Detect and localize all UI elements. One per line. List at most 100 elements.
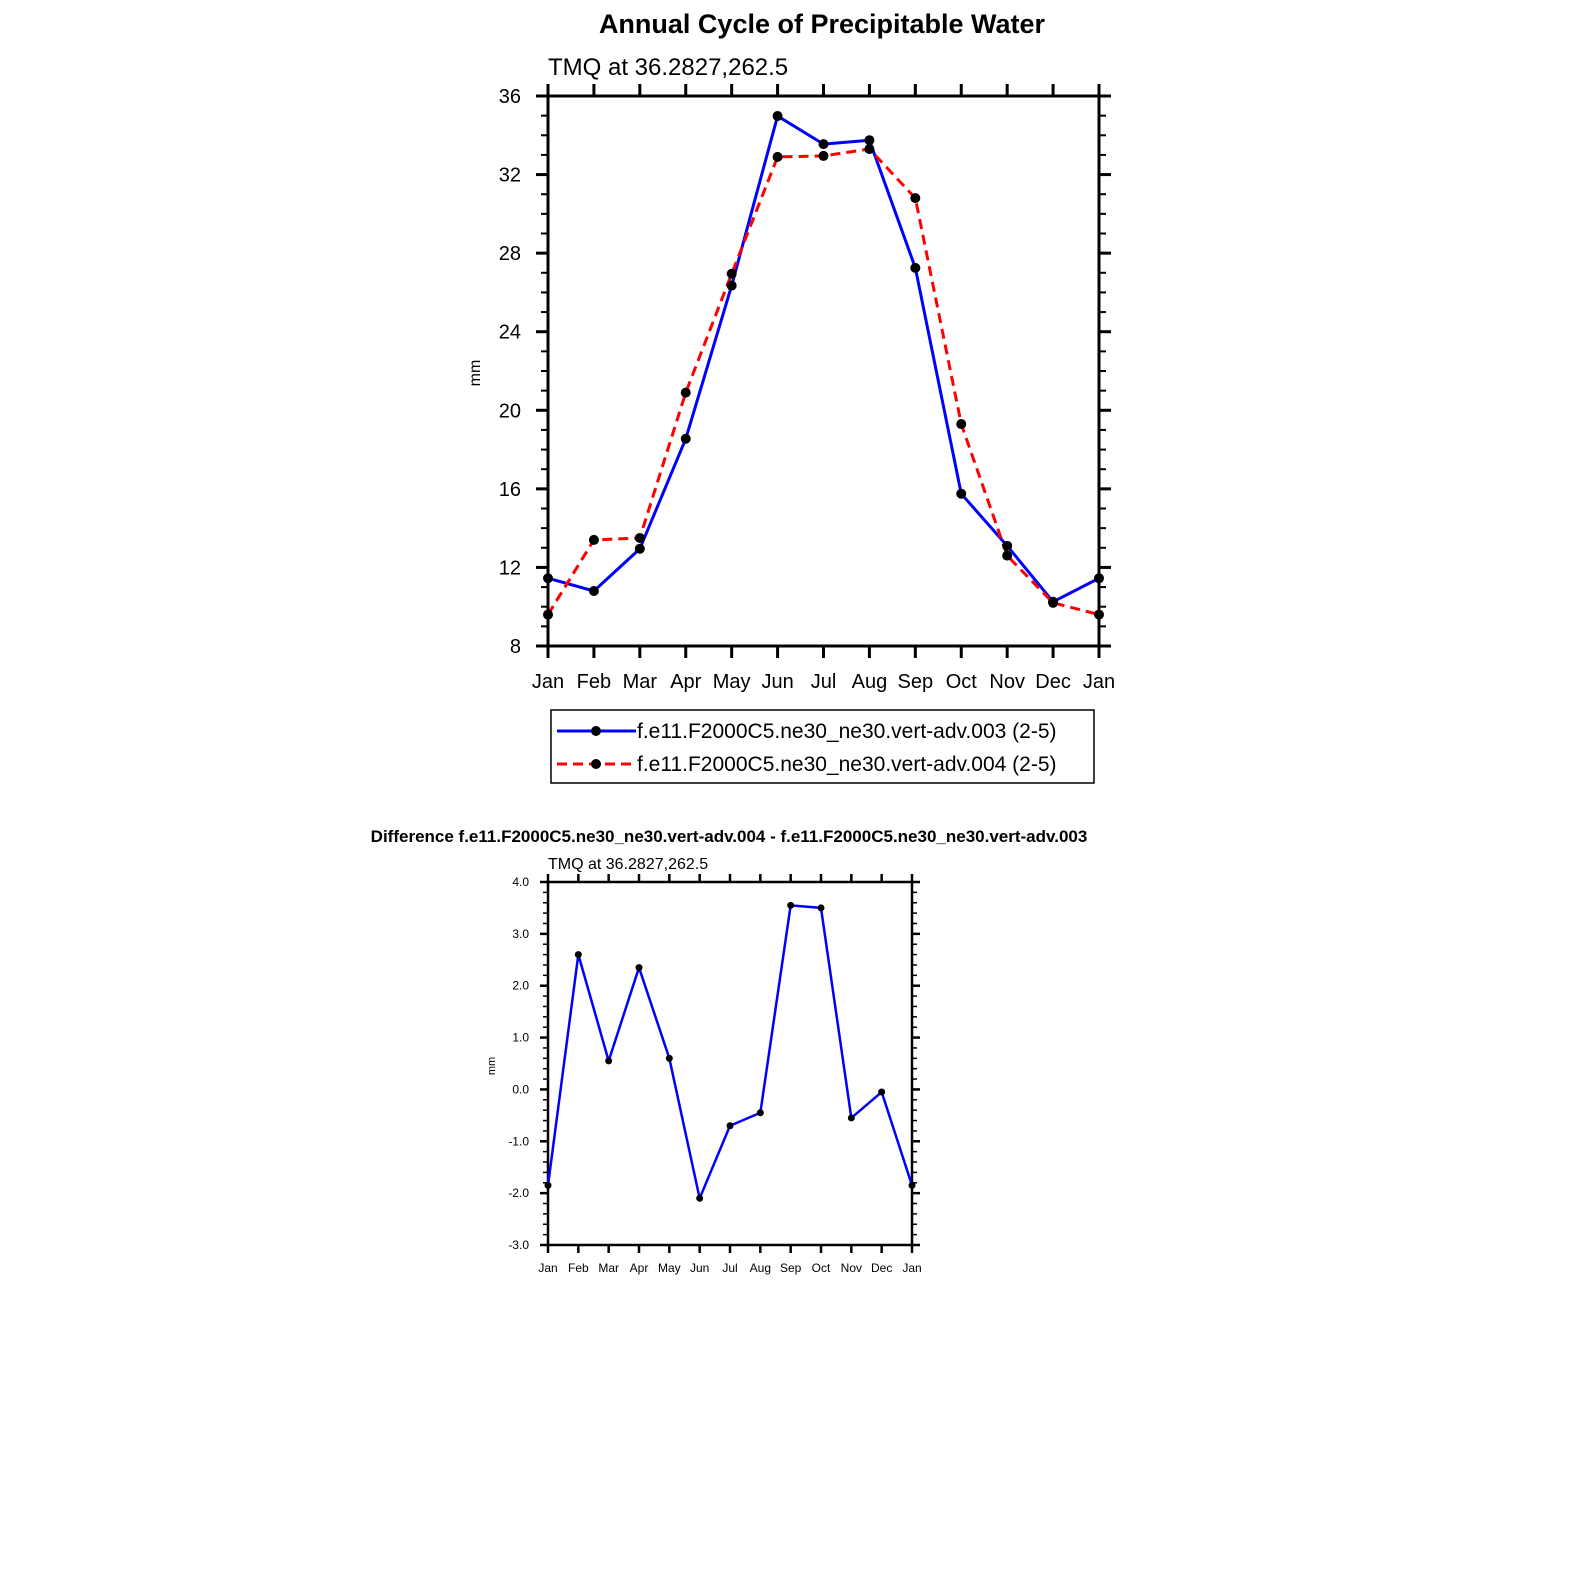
series-1-point bbox=[634, 543, 645, 554]
x-tick-label: Apr bbox=[670, 671, 701, 693]
diff-y-tick-label: 3.0 bbox=[512, 927, 529, 941]
y-tick-label: 16 bbox=[499, 479, 521, 501]
difference-subtitle: TMQ at 36.2827,262.5 bbox=[548, 856, 708, 873]
y-tick-label: 12 bbox=[499, 557, 521, 579]
x-tick-label: Jan bbox=[1083, 671, 1115, 693]
x-tick-label: Mar bbox=[623, 671, 658, 693]
y-tick-label: 28 bbox=[499, 243, 521, 265]
series-1-point bbox=[864, 135, 875, 146]
diff-x-tick-label: Jun bbox=[690, 1261, 709, 1275]
series-2-point bbox=[1094, 609, 1104, 620]
series-2-point bbox=[864, 144, 875, 155]
series-line-1 bbox=[547, 114, 1100, 604]
diff-series-1-point bbox=[908, 1181, 916, 1189]
x-tick-label: Feb bbox=[577, 671, 611, 693]
series-1-point bbox=[772, 111, 783, 122]
annual-cycle-chart: Annual Cycle of Precipitable Water TMQ a… bbox=[467, 9, 1115, 784]
series-1-point bbox=[543, 573, 553, 584]
diff-x-tick-label: Aug bbox=[750, 1261, 771, 1275]
series-1-point bbox=[680, 433, 691, 444]
legend: f.e11.F2000C5.ne30_ne30.vert-adv.003 (2-… bbox=[550, 709, 1095, 784]
legend-marker-series-2 bbox=[591, 759, 601, 769]
series-2-point bbox=[588, 534, 599, 545]
diff-x-tick-label: Dec bbox=[871, 1261, 892, 1275]
diff-series-1-point bbox=[605, 1057, 613, 1065]
legend-box bbox=[550, 709, 1095, 784]
diff-x-tick-label: Mar bbox=[598, 1261, 619, 1275]
diff-y-tick-label: 4.0 bbox=[512, 875, 529, 889]
series-1-point bbox=[588, 586, 599, 596]
legend-marker-series-1 bbox=[591, 726, 601, 736]
y-tick-label: 36 bbox=[499, 86, 521, 108]
y-tick-label: 20 bbox=[499, 400, 521, 422]
y-tick-label: 32 bbox=[499, 165, 521, 187]
diff-x-tick-label: Jul bbox=[722, 1261, 737, 1275]
x-tick-label: Jun bbox=[761, 671, 793, 693]
y-tick-label: 8 bbox=[510, 636, 521, 658]
series-1-point bbox=[726, 280, 737, 291]
difference-title: Difference f.e11.F2000C5.ne30_ne30.vert-… bbox=[371, 827, 1088, 846]
x-tick-label: Aug bbox=[852, 671, 888, 693]
diff-series-1-point bbox=[817, 904, 825, 912]
y-tick-label: 24 bbox=[499, 322, 521, 344]
y-axis-label: mm bbox=[467, 360, 484, 387]
chart-title: Annual Cycle of Precipitable Water bbox=[599, 9, 1046, 39]
series-2-point bbox=[543, 609, 553, 620]
x-tick-label: Oct bbox=[946, 671, 978, 693]
diff-y-tick-label: -2.0 bbox=[508, 1186, 529, 1200]
diff-y-tick-label: 2.0 bbox=[512, 979, 529, 993]
x-tick-label: Jul bbox=[811, 671, 837, 693]
legend-label-series-2: f.e11.F2000C5.ne30_ne30.vert-adv.004 (2-… bbox=[637, 753, 1057, 776]
plot-area: Jan Feb Mar Apr May Jun Jul Aug Sep Oct Nov Dec Jan 8… bbox=[499, 84, 1115, 693]
series-2-point bbox=[1002, 550, 1013, 561]
diff-series-1-point bbox=[756, 1109, 764, 1117]
diff-series-1-point bbox=[665, 1054, 673, 1062]
difference-y-axis-label: mm bbox=[486, 1057, 498, 1075]
series-1-point bbox=[910, 262, 921, 273]
series-2-point bbox=[956, 419, 967, 430]
diff-x-tick-label: Feb bbox=[568, 1261, 589, 1275]
legend-label-series-1: f.e11.F2000C5.ne30_ne30.vert-adv.003 (2-… bbox=[637, 720, 1057, 743]
series-2-point bbox=[772, 151, 783, 162]
series-2-point bbox=[634, 532, 645, 543]
diff-x-tick-label: Oct bbox=[812, 1261, 831, 1275]
diff-series-1-point bbox=[574, 951, 582, 959]
diff-series-1-point bbox=[544, 1181, 552, 1189]
diff-series-1-point bbox=[847, 1114, 855, 1122]
diff-y-tick-label: -1.0 bbox=[508, 1134, 529, 1148]
series-1-point bbox=[1094, 573, 1104, 584]
series-1-point bbox=[818, 139, 829, 150]
series-2-point bbox=[1048, 597, 1059, 608]
diff-series-1-point bbox=[635, 964, 643, 972]
series-line-2 bbox=[546, 147, 1100, 617]
diff-y-tick-label: 1.0 bbox=[512, 1031, 529, 1045]
series-2-point bbox=[910, 193, 921, 204]
diff-x-tick-label: May bbox=[658, 1261, 681, 1275]
series-2-point bbox=[818, 150, 829, 161]
diff-series-1-point bbox=[878, 1088, 886, 1096]
diff-y-tick-label: -3.0 bbox=[508, 1238, 529, 1252]
diff-series-1-point bbox=[787, 901, 795, 909]
diff-plot-frame bbox=[546, 880, 914, 1247]
difference-chart: Difference f.e11.F2000C5.ne30_ne30.vert-… bbox=[371, 827, 1088, 1275]
x-tick-label: Nov bbox=[989, 671, 1025, 693]
x-tick-label: Dec bbox=[1035, 671, 1071, 693]
diff-x-tick-label: Sep bbox=[780, 1261, 802, 1275]
chart-subtitle: TMQ at 36.2827,262.5 bbox=[548, 54, 788, 81]
diff-y-tick-label: 0.0 bbox=[512, 1082, 529, 1096]
diff-x-tick-label: Nov bbox=[841, 1261, 862, 1275]
diff-series-line-1 bbox=[546, 904, 914, 1200]
diff-series-1-point bbox=[696, 1194, 704, 1202]
diff-x-tick-label: Jan bbox=[538, 1261, 557, 1275]
diff-x-tick-label: Jan bbox=[902, 1261, 921, 1275]
series-2-point bbox=[726, 268, 737, 279]
difference-plot-area: Jan Feb Mar Apr May Jun Jul Aug Sep Oct Nov Dec Jan-… bbox=[508, 874, 922, 1275]
series-1-point bbox=[956, 488, 967, 499]
x-tick-label: Sep bbox=[898, 671, 934, 693]
diff-x-tick-label: Apr bbox=[630, 1261, 649, 1275]
x-tick-label: Jan bbox=[532, 671, 564, 693]
series-1-point bbox=[1002, 540, 1013, 551]
diff-series-1-point bbox=[726, 1122, 734, 1130]
x-tick-label: May bbox=[713, 671, 751, 693]
